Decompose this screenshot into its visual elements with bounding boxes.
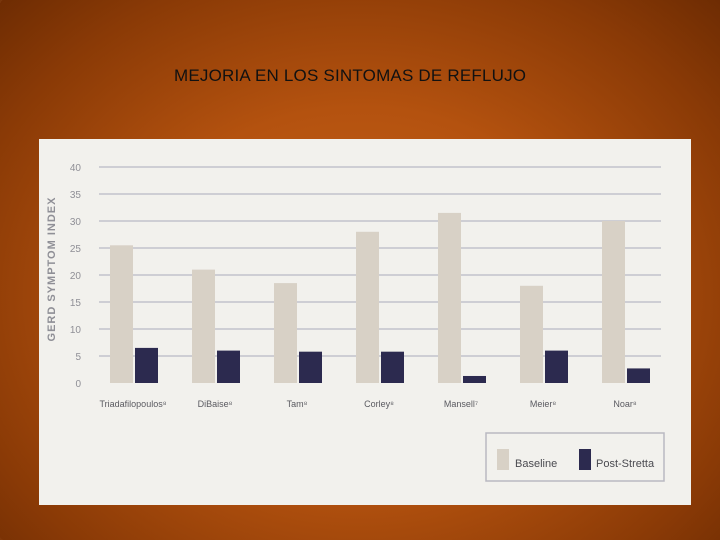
bar-chart: 0 5 10 15 20 25 30 35 40 Triadafilopoulos⁸ DiBais…	[46, 163, 665, 482]
y-tick-label: 20	[70, 271, 82, 282]
bar-post-stretta-3	[299, 351, 322, 383]
bar-baseline-6	[520, 285, 543, 383]
chart-panel: 0 5 10 15 20 25 30 35 40 Triadafilopoulos⁸ DiBais…	[39, 139, 691, 505]
slide-title: MEJORIA EN LOS SINTOMAS DE REFLUJO	[174, 66, 527, 85]
x-category-label: Meier⁸	[530, 399, 557, 409]
bar-post-stretta-2	[217, 350, 240, 383]
legend: Baseline Post-Stretta	[485, 432, 665, 482]
y-tick-label: 25	[70, 244, 82, 255]
bar-baseline-7	[602, 221, 625, 383]
legend-label-post-stretta: Post-Stretta	[596, 458, 655, 470]
bar-post-stretta-1	[135, 347, 158, 383]
y-tick-label: 10	[70, 325, 82, 336]
x-category-label: DiBaise⁸	[198, 399, 233, 409]
y-tick-label: 40	[70, 163, 82, 174]
x-category-label: Tam⁸	[287, 399, 308, 409]
x-category-label: Noar⁸	[613, 399, 637, 409]
legend-swatch-baseline	[497, 449, 509, 470]
y-tick-label: 30	[70, 217, 82, 228]
bar-post-stretta-4	[381, 351, 404, 383]
bar-baseline-5	[438, 212, 461, 383]
x-category-label: Corley⁸	[364, 399, 394, 409]
bar-post-stretta-6	[545, 350, 568, 383]
y-tick-label: 5	[75, 352, 81, 363]
legend-swatch-post-stretta	[579, 449, 591, 470]
bar-baseline-1	[110, 245, 133, 383]
y-axis-label: GERD SYMPTOM INDEX	[46, 197, 58, 342]
y-tick-label: 15	[70, 298, 82, 309]
bar-baseline-2	[192, 269, 215, 383]
bar-post-stretta-5	[463, 375, 486, 383]
legend-box	[485, 432, 665, 482]
x-category-label: Mansell⁷	[444, 399, 478, 409]
x-category-label: Triadafilopoulos⁸	[100, 399, 167, 409]
legend-label-baseline: Baseline	[515, 458, 557, 470]
y-tick-label: 35	[70, 190, 82, 201]
bar-baseline-3	[274, 283, 297, 383]
y-tick-label: 0	[75, 379, 81, 390]
bar-post-stretta-7	[627, 368, 650, 383]
bar-baseline-4	[356, 231, 379, 383]
